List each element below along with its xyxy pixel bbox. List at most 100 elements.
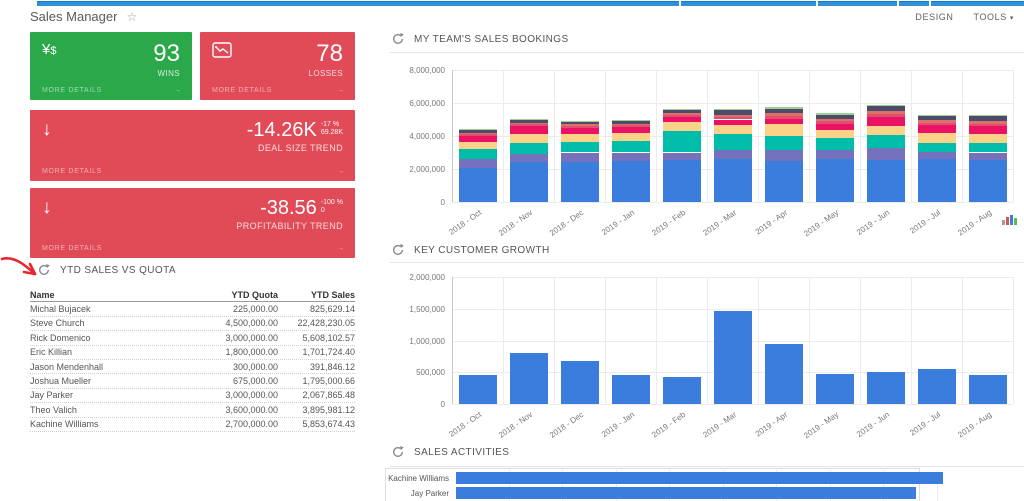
table-row[interactable]: Michal Bujacek 225,000.00 825,629.14 — [30, 302, 355, 317]
bar-2018 - Oct-series-8[interactable] — [458, 130, 497, 133]
bar-2019 - Mar-series-9[interactable] — [713, 108, 752, 111]
bar-2019 - Feb-series-5[interactable] — [662, 117, 701, 122]
bar-2019 - Jun-series-8[interactable] — [866, 106, 905, 112]
bar-2019 - Jun-series-6[interactable] — [866, 113, 905, 118]
bar-2019 - Feb-series-8[interactable] — [662, 109, 701, 114]
bar-2019 - Apr-series-9[interactable] — [764, 107, 803, 109]
table-row[interactable]: Joshua Mueller 675,000.00 1,795,000.66 — [30, 374, 355, 389]
bar-2019 - Aug-series-8[interactable] — [968, 116, 1007, 122]
bar-2019 - Jan[interactable] — [611, 375, 650, 404]
kpi-tile-wins[interactable]: ¥$ 93 WINS MORE DETAILS → — [30, 32, 192, 100]
bar-2019 - May[interactable] — [815, 374, 854, 404]
bar-2019 - Mar-series-7[interactable] — [713, 114, 752, 118]
bar-2018 - Dec[interactable] — [560, 361, 599, 404]
bar-2019 - Feb-series-2[interactable] — [662, 152, 701, 160]
bar-2019 - Apr-series-4[interactable] — [764, 124, 803, 136]
bar-2019 - Jun[interactable] — [866, 372, 905, 404]
table-row[interactable]: Theo Valich 3,600,000.00 3,895,981.12 — [30, 403, 355, 418]
bar-2019 - Apr-series-1[interactable] — [764, 160, 803, 202]
bar-2019 - Feb[interactable] — [662, 376, 701, 404]
bar-2019 - Aug-series-6[interactable] — [968, 123, 1007, 127]
bar-2019 - Jan-series-9[interactable] — [611, 120, 650, 122]
bar-2018 - Dec-series-7[interactable] — [560, 124, 599, 127]
bar-2018 - Nov-series-8[interactable] — [509, 119, 548, 123]
table-row[interactable]: Kachine Williams 2,700,000.00 5,853,674.43 — [30, 418, 355, 432]
bar-2019 - Aug-series-2[interactable] — [968, 152, 1007, 160]
table-row[interactable]: Rick Domenico 3,000,000.00 5,608,102.57 — [30, 331, 355, 346]
bar-2018 - Oct-series-1[interactable] — [458, 168, 497, 202]
bar-2019 - Mar-series-8[interactable] — [713, 110, 752, 115]
bar-2019 - Jun-series-2[interactable] — [866, 148, 905, 160]
bar-2018 - Oct-series-9[interactable] — [458, 129, 497, 131]
bar-2019 - Aug[interactable] — [968, 375, 1007, 404]
bar-2018 - Oct-series-7[interactable] — [458, 132, 497, 135]
bar-2018 - Oct[interactable] — [458, 375, 497, 404]
bar-2019 - Jul-series-5[interactable] — [917, 125, 956, 133]
bar-2018 - Nov[interactable] — [509, 352, 548, 404]
bar-2019 - Aug-series-1[interactable] — [968, 159, 1007, 202]
bar-2019 - Jan-series-7[interactable] — [611, 123, 650, 126]
bar-2019 - Feb-series-9[interactable] — [662, 108, 701, 110]
bar-2019 - Jun-series-4[interactable] — [866, 126, 905, 136]
refresh-icon[interactable] — [392, 446, 404, 458]
bar-2019 - Aug-series-4[interactable] — [968, 133, 1007, 143]
bar-2018 - Nov-series-4[interactable] — [509, 134, 548, 144]
bar-2018 - Dec-series-2[interactable] — [560, 152, 599, 162]
bar-2019 - Apr-series-6[interactable] — [764, 116, 803, 119]
kpi-tile-profitability-trend[interactable]: ↓ -38.56 -100 % 0 PROFITABILITY TREND MO… — [30, 188, 355, 258]
bar-2018 - Dec-series-5[interactable] — [560, 127, 599, 134]
bar-2019 - Mar-series-4[interactable] — [713, 125, 752, 135]
column-header-sales[interactable]: YTD Sales — [310, 289, 355, 300]
bar-2019 - May-series-2[interactable] — [815, 150, 854, 160]
bar-2019 - May-series-7[interactable] — [815, 118, 854, 122]
bar-2018 - Oct-series-3[interactable] — [458, 149, 497, 160]
bar-2019 - Mar[interactable] — [713, 310, 752, 404]
column-header-quota[interactable]: YTD Quota — [231, 289, 279, 300]
bar-2018 - Oct-series-6[interactable] — [458, 134, 497, 136]
bar-2018 - Dec-series-8[interactable] — [560, 121, 599, 125]
table-row[interactable]: Jay Parker 3,000,000.00 2,067,865.48 — [30, 389, 355, 404]
bar-Jay Parker[interactable] — [456, 487, 917, 499]
bar-2019 - Apr-series-5[interactable] — [764, 118, 803, 125]
bar-2018 - Nov-series-9[interactable] — [509, 118, 548, 120]
bar-2019 - Jul-series-2[interactable] — [917, 151, 956, 160]
design-button[interactable]: DESIGN — [915, 12, 954, 22]
bar-2018 - Nov-series-3[interactable] — [509, 143, 548, 155]
more-details-link[interactable]: MORE DETAILS → — [42, 168, 345, 175]
bar-2019 - Feb-series-3[interactable] — [662, 131, 701, 153]
refresh-icon[interactable] — [392, 244, 404, 256]
chart-type-icon[interactable] — [1002, 215, 1017, 225]
bar-2018 - Dec-series-4[interactable] — [560, 133, 599, 142]
bar-2019 - Feb-series-7[interactable] — [662, 113, 701, 116]
column-header-name[interactable]: Name — [30, 289, 55, 300]
bar-2019 - Jun-series-9[interactable] — [866, 104, 905, 107]
bar-2019 - Jul-series-6[interactable] — [917, 122, 956, 126]
bar-2018 - Oct-series-5[interactable] — [458, 136, 497, 142]
table-row[interactable]: Eric Killian 1,800,000.00 1,701,724.40 — [30, 346, 355, 360]
bar-2019 - Jul[interactable] — [917, 369, 956, 404]
favorite-star-icon[interactable]: ☆ — [126, 10, 138, 24]
refresh-icon[interactable] — [392, 33, 404, 45]
bar-2019 - Jan-series-5[interactable] — [611, 126, 650, 133]
bar-2019 - May-series-3[interactable] — [815, 137, 854, 151]
bar-2019 - Apr-series-7[interactable] — [764, 112, 803, 117]
bar-2019 - Apr[interactable] — [764, 343, 803, 404]
bar-2019 - Aug-series-9[interactable] — [968, 114, 1007, 117]
bar-2019 - Jan-series-8[interactable] — [611, 121, 650, 124]
bar-2019 - Jul-series-3[interactable] — [917, 142, 956, 152]
bar-2019 - Jul-series-8[interactable] — [917, 116, 956, 121]
bar-2018 - Oct-series-2[interactable] — [458, 159, 497, 169]
bar-2019 - Aug-series-7[interactable] — [968, 121, 1007, 124]
bar-2019 - Jun-series-1[interactable] — [866, 159, 905, 202]
refresh-icon[interactable] — [38, 264, 50, 276]
bar-2019 - Feb-series-4[interactable] — [662, 121, 701, 132]
bar-2019 - Jul-series-7[interactable] — [917, 120, 956, 123]
bar-2019 - Jan-series-2[interactable] — [611, 152, 650, 161]
bar-2019 - Mar-series-6[interactable] — [713, 117, 752, 120]
tools-menu-button[interactable]: TOOLS ▾ — [973, 12, 1014, 22]
bar-2018 - Dec-series-1[interactable] — [560, 161, 599, 202]
bar-2019 - Jan-series-1[interactable] — [611, 160, 650, 202]
bar-2019 - Jul-series-4[interactable] — [917, 132, 956, 143]
bar-2018 - Nov-series-7[interactable] — [509, 122, 548, 125]
bar-2019 - Jan-series-4[interactable] — [611, 132, 650, 141]
